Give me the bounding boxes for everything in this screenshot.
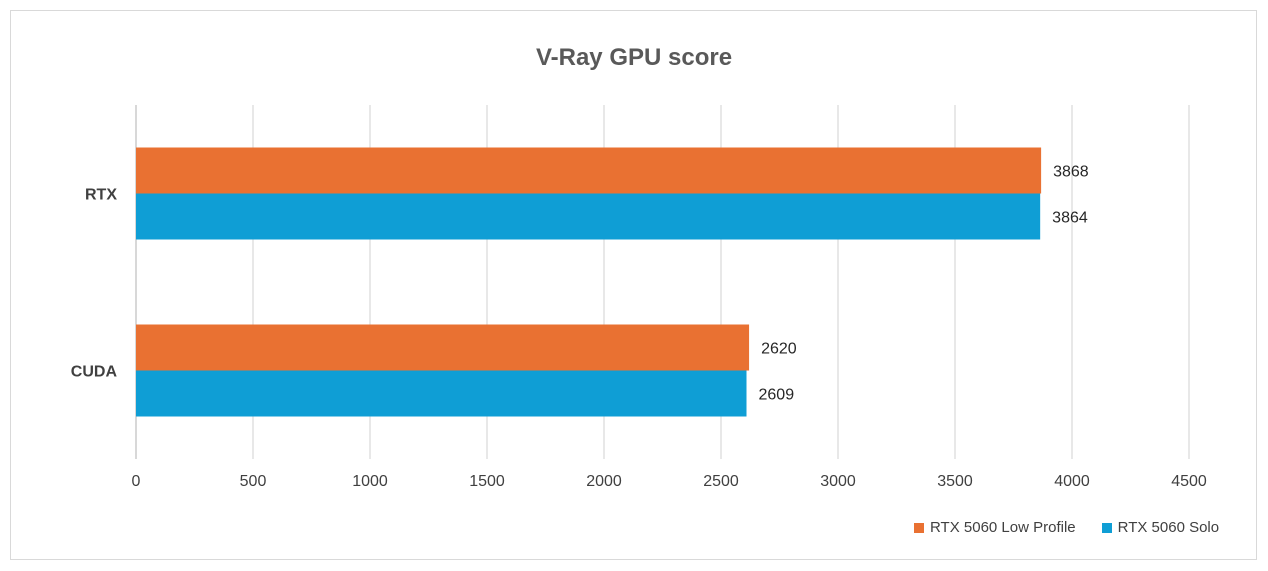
bar: [136, 324, 750, 371]
chart-frame: [10, 10, 1257, 560]
x-tick-label: 0: [132, 473, 141, 490]
legend-label: RTX 5060 Solo: [1117, 519, 1220, 536]
x-tick-label: 3000: [820, 473, 856, 490]
legend-item: RTX 5060 Solo: [1101, 519, 1220, 536]
x-tick-label: 4500: [1171, 473, 1207, 490]
legend-swatch: [914, 522, 924, 533]
bar: [136, 370, 747, 417]
bars: [136, 147, 1042, 417]
chart-title: V-Ray GPU score: [535, 44, 733, 71]
x-tick-label: 4000: [1054, 473, 1090, 490]
data-label: 3864: [1052, 210, 1088, 227]
legend-swatch: [1101, 522, 1112, 533]
bar: [136, 193, 1041, 240]
data-label: 3868: [1053, 164, 1089, 181]
x-tick-label: 2000: [586, 473, 622, 490]
category-label: CUDA: [71, 364, 118, 381]
data-label: 2620: [761, 341, 797, 358]
legend-label: RTX 5060 Low Profile: [930, 519, 1076, 536]
x-tick-label: 3500: [937, 473, 973, 490]
legend-item: RTX 5060 Low Profile: [914, 519, 1076, 536]
x-tick-label: 500: [240, 473, 267, 490]
labels: 0 500 1000 1500 2000 2500 3000 3500 4000 4500 CUDA…: [71, 164, 1207, 491]
x-tick-label: 1500: [469, 473, 505, 490]
category-label: RTX: [85, 187, 117, 204]
data-label: 2609: [759, 387, 795, 404]
bar: [136, 147, 1042, 194]
x-tick-label: 2500: [703, 473, 739, 490]
legend: RTX 5060 Low Profile RTX 5060 Solo: [914, 519, 1219, 536]
x-tick-label: 1000: [352, 473, 388, 490]
